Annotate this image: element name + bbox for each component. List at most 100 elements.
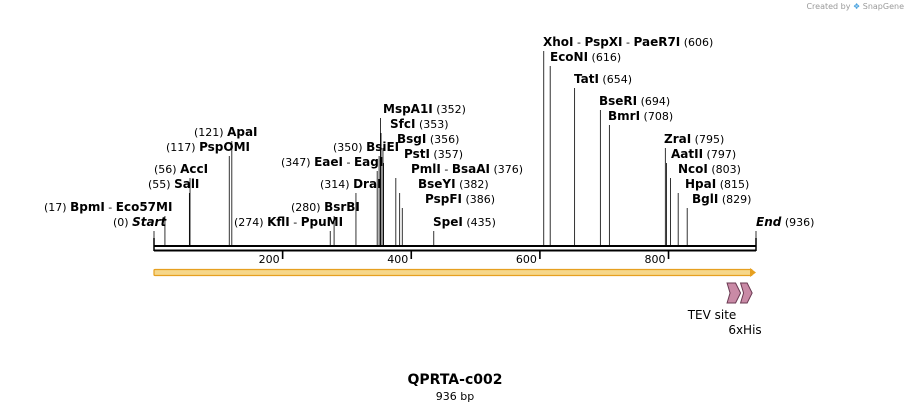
site-label-end: End (936) — [756, 215, 814, 229]
site-label-mspa1i: MspA1I (352) — [383, 102, 466, 116]
ruler-tick-label: 200 — [259, 253, 280, 266]
site-label-eaei: (347) EaeI - EagI — [281, 155, 383, 169]
enzyme-name: NcoI — [678, 162, 708, 176]
site-position: (357) — [430, 148, 463, 161]
enzyme-name: EaeI — [314, 155, 343, 169]
site-position: (654) — [599, 73, 632, 86]
snapgene-credit: Created by ❖ SnapGene — [806, 2, 904, 11]
enzyme-name: Eco57MI — [116, 200, 173, 214]
ruler-tick-label: 800 — [645, 253, 666, 266]
site-position: (314) — [320, 178, 353, 191]
site-label-zrai: ZraI (795) — [664, 132, 724, 146]
site-position: (829) — [718, 193, 751, 206]
site-label-kfli: (274) KflI - PpuMI — [234, 215, 343, 229]
enzyme-name: BsgI — [397, 132, 426, 146]
credit-prefix: Created by — [806, 2, 851, 11]
enzyme-name: AccI — [180, 162, 208, 176]
site-position: (352) — [433, 103, 466, 116]
ruler-tick-label: 600 — [516, 253, 537, 266]
site-position: (56) — [154, 163, 180, 176]
site-leader-lines — [153, 51, 757, 245]
enzyme-name: TatI — [574, 72, 599, 86]
site-position: (347) — [281, 156, 314, 169]
enzyme-name: MspA1I — [383, 102, 433, 116]
site-label-bsgi: BsgI (356) — [397, 132, 459, 146]
enzyme-name: PmlI — [411, 162, 441, 176]
site-position: (274) — [234, 216, 267, 229]
site-label-pspomi: (117) PspOMI — [166, 140, 250, 154]
site-position: (121) — [194, 126, 227, 139]
site-separator: - — [441, 163, 452, 176]
site-label-tati: TatI (654) — [574, 72, 632, 86]
site-position: (382) — [456, 178, 489, 191]
enzyme-name: PspOMI — [199, 140, 250, 154]
site-separator: - — [623, 36, 634, 49]
orf-arrow-head — [750, 268, 756, 277]
map-title: QPRTA-c002 — [407, 372, 503, 388]
site-position: (797) — [703, 148, 736, 161]
enzyme-name: EagI — [354, 155, 383, 169]
enzyme-name: BseRI — [599, 94, 637, 108]
credit-brand: SnapGene — [862, 2, 904, 11]
enzyme-name: XhoI — [543, 35, 574, 49]
snapgene-logo-icon: ❖ — [853, 2, 861, 11]
enzyme-name: DraI — [353, 177, 381, 191]
feature-label-his: 6xHis — [728, 323, 761, 337]
enzyme-name: Start — [132, 215, 167, 229]
site-label-spei: SpeI (435) — [433, 215, 496, 229]
enzyme-name: BsiEI — [366, 140, 399, 154]
enzyme-name: BsaAI — [452, 162, 490, 176]
site-label-bgli: BglI (829) — [692, 192, 751, 206]
site-label-start: (0) Start — [113, 215, 167, 229]
site-position: (353) — [415, 118, 448, 131]
enzyme-name: SalI — [174, 177, 199, 191]
site-position: (815) — [716, 178, 749, 191]
site-label-bsrbi: (280) BsrBI — [291, 200, 360, 214]
site-label-econi: EcoNI (616) — [550, 50, 621, 64]
enzyme-name: BsrBI — [324, 200, 360, 214]
site-label-bpmi: (17) BpmI - Eco57MI — [44, 200, 172, 214]
enzyme-name: KflI — [267, 215, 290, 229]
site-position: (606) — [680, 36, 713, 49]
site-position: (386) — [462, 193, 495, 206]
enzyme-name: SpeI — [433, 215, 463, 229]
feature-arrow-tev — [726, 282, 742, 304]
site-position: (356) — [426, 133, 459, 146]
site-position: (55) — [148, 178, 174, 191]
enzyme-name: SfcI — [390, 117, 415, 131]
site-position: (376) — [490, 163, 523, 176]
site-position: (795) — [691, 133, 724, 146]
enzyme-name: PstI — [404, 147, 430, 161]
site-label-aatii: AatII (797) — [671, 147, 736, 161]
site-position: (117) — [166, 141, 199, 154]
site-label-pmli: PmlI - BsaAI (376) — [411, 162, 523, 176]
enzyme-name: ApaI — [227, 125, 257, 139]
feature-arrow-his — [739, 282, 753, 304]
site-label-drai: (314) DraI — [320, 177, 382, 191]
site-separator: - — [290, 216, 301, 229]
enzyme-name: EcoNI — [550, 50, 588, 64]
site-label-hpai: HpaI (815) — [685, 177, 749, 191]
site-label-bmri: BmrI (708) — [608, 109, 673, 123]
site-label-bseyi: BseYI (382) — [418, 177, 489, 191]
site-position: (708) — [640, 110, 673, 123]
site-position: (616) — [588, 51, 621, 64]
sequence-backbone — [153, 238, 757, 252]
enzyme-name: PspFI — [425, 192, 462, 206]
enzyme-name: PspXI — [584, 35, 622, 49]
site-position: (17) — [44, 201, 70, 214]
site-position: (435) — [463, 216, 496, 229]
site-separator: - — [343, 156, 354, 169]
feature-label-tev: TEV site — [687, 308, 737, 322]
enzyme-name: ZraI — [664, 132, 691, 146]
site-labels: (0) Start(17) BpmI - Eco57MI(55) SalI(56… — [44, 35, 814, 229]
site-separator: - — [105, 201, 116, 214]
site-position: (280) — [291, 201, 324, 214]
site-position: (694) — [637, 95, 670, 108]
enzyme-name: BglI — [692, 192, 718, 206]
ruler-ticks: 200 400 600 800 — [259, 251, 670, 266]
enzyme-name: BpmI — [70, 200, 105, 214]
site-position: (803) — [708, 163, 741, 176]
